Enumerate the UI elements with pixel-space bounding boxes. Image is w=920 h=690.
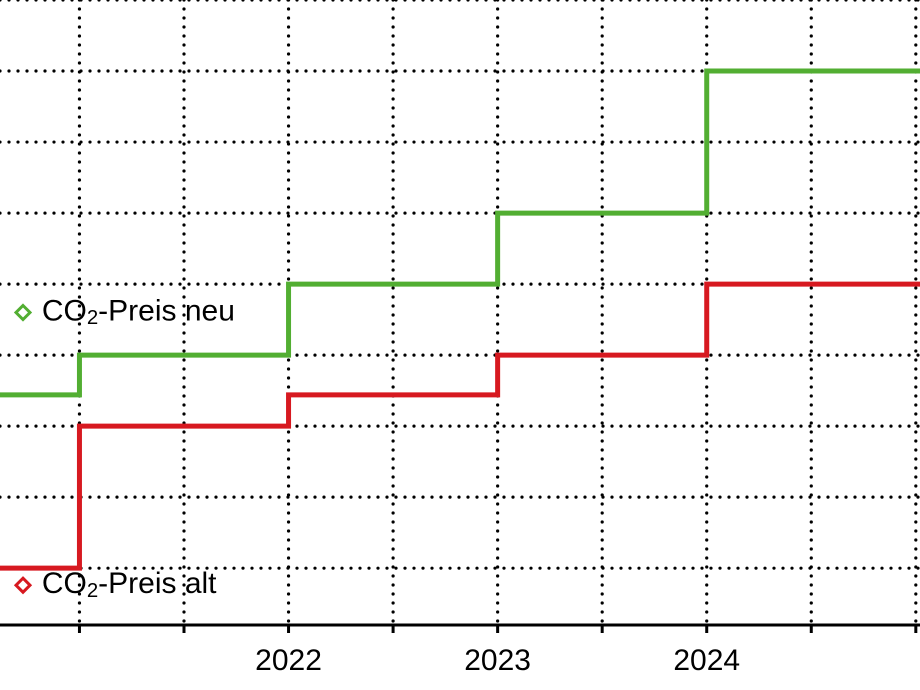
x-tick-label: 2024 (673, 644, 740, 677)
legend-label-neu: CO2-Preis neu (42, 294, 235, 329)
x-tick-label: 2022 (255, 644, 322, 677)
x-tick-label: 2023 (464, 644, 531, 677)
chart-svg: 2022 2023 2024 CO2-Preis neu CO2-Preis alt (0, 0, 920, 690)
legend-label-alt: CO2-Preis alt (42, 567, 217, 602)
co2-price-step-chart: 2022 2023 2024 CO2-Preis neu CO2-Preis alt (0, 0, 920, 690)
